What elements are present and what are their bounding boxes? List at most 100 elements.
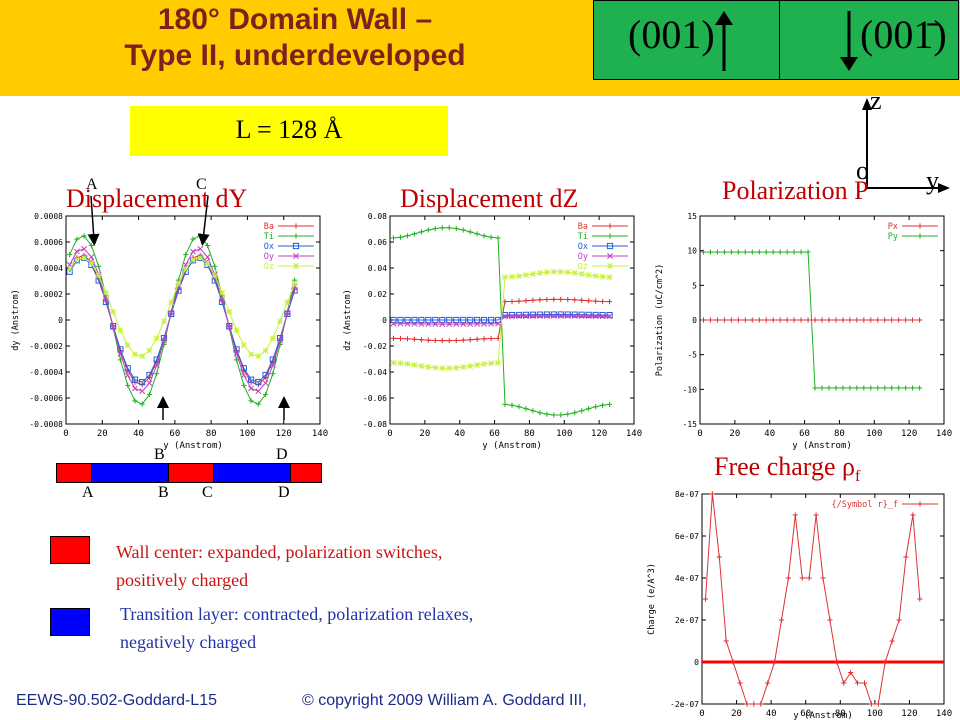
data-point — [88, 253, 95, 260]
x-tick-label: 20 — [419, 429, 430, 439]
y-tick-label: 0.04 — [368, 264, 387, 273]
data-point — [827, 617, 833, 623]
data-point — [418, 363, 425, 369]
legend-label: Oz — [264, 262, 274, 272]
data-point — [607, 253, 613, 259]
data-point — [182, 265, 189, 272]
data-point — [168, 310, 175, 316]
data-point — [397, 320, 404, 327]
legend-label: {/Symbol r}_f — [831, 500, 898, 510]
y-tick-label: 5 — [692, 281, 697, 290]
axis-z-label: z — [870, 86, 882, 115]
data-point — [571, 311, 578, 318]
data-point — [592, 273, 599, 279]
data-point — [481, 233, 487, 239]
y-tick-label: 6e-07 — [675, 532, 699, 541]
data-point — [861, 317, 867, 323]
data-point — [903, 317, 909, 323]
data-point — [571, 313, 578, 319]
data-point — [889, 385, 895, 391]
data-point — [516, 404, 522, 410]
title-line-2: Type II, underdeveloped — [124, 39, 466, 72]
data-point — [425, 316, 432, 324]
data-point — [798, 317, 804, 323]
data-point — [453, 364, 460, 371]
data-point — [481, 361, 488, 367]
data-point — [488, 335, 494, 342]
data-point — [474, 316, 481, 324]
y-tick-label: 0 — [58, 316, 63, 325]
legend-label: Ti — [264, 232, 274, 242]
x-tick-label: 120 — [591, 429, 607, 439]
data-point — [820, 575, 826, 581]
data-point — [247, 376, 255, 383]
legend-label: Ox — [264, 242, 274, 252]
data-point — [132, 398, 138, 404]
data-point — [903, 554, 909, 560]
data-point — [481, 316, 488, 324]
bar-wall-segment — [57, 464, 92, 482]
data-point — [277, 337, 284, 344]
data-point — [572, 410, 578, 416]
series-line-symbolrf — [705, 493, 921, 705]
data-point — [834, 659, 840, 665]
x-tick-label: 20 — [731, 709, 742, 719]
footer-copyright: © copyright 2009 William A. Goddard III, — [302, 692, 587, 709]
data-point — [758, 701, 764, 707]
data-point — [110, 324, 117, 330]
plot-frame — [701, 493, 945, 705]
data-point — [439, 225, 445, 231]
legend-label: Ti — [578, 232, 588, 242]
data-point — [502, 401, 508, 408]
data-point — [488, 234, 494, 240]
x-tick-label: 120 — [276, 429, 292, 439]
data-point — [607, 263, 613, 269]
data-point — [784, 317, 790, 323]
data-point — [551, 296, 557, 302]
data-point — [516, 313, 522, 320]
data-point — [439, 321, 446, 328]
data-point — [277, 318, 284, 325]
data-point — [903, 385, 909, 391]
data-point — [537, 410, 543, 416]
data-point — [432, 321, 439, 328]
data-point — [284, 310, 291, 316]
x-tick-label: 0 — [63, 429, 68, 439]
data-point — [453, 225, 459, 232]
data-point — [248, 385, 255, 392]
data-point — [125, 382, 131, 388]
data-point — [404, 320, 411, 327]
transition-layer-swatch — [50, 608, 90, 636]
data-point — [131, 385, 138, 392]
data-point — [397, 335, 404, 342]
data-point — [882, 659, 888, 665]
data-point — [474, 336, 480, 342]
x-tick-label: 100 — [239, 429, 255, 439]
data-point — [910, 317, 916, 323]
data-point — [425, 321, 432, 327]
data-point — [529, 271, 536, 277]
slide-title: 180° Domain Wall – Type II, underdevelop… — [0, 2, 590, 74]
x-axis-label: y (Anstrom) — [792, 441, 852, 450]
y-tick-label: -0.02 — [363, 342, 387, 351]
data-point — [805, 317, 811, 323]
dy-chart: 0 20 40 60 80 100 120 140 -0.0008 -0.0006 -0.0004 -… — [11, 212, 328, 450]
x-tick-label: 100 — [867, 709, 883, 719]
data-point — [792, 512, 798, 518]
data-point — [204, 260, 211, 267]
data-point — [161, 337, 167, 344]
data-point — [716, 554, 722, 560]
data-point — [226, 324, 233, 330]
data-point — [543, 311, 550, 318]
data-point — [494, 316, 502, 324]
data-point — [488, 360, 495, 367]
data-point — [460, 321, 467, 327]
data-point — [248, 398, 254, 404]
data-point — [586, 298, 592, 304]
data-point — [255, 378, 262, 386]
data-point — [721, 249, 727, 255]
title-line-1: 180° Domain Wall – — [157, 3, 433, 36]
data-point — [772, 659, 778, 665]
data-point — [96, 263, 102, 269]
data-point — [833, 317, 839, 323]
